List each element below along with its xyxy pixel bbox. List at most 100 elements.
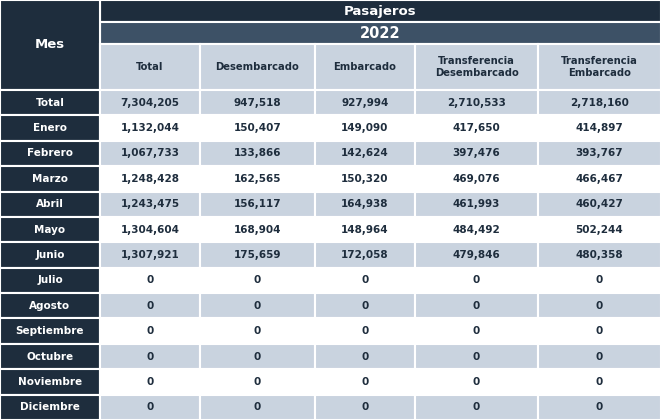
Text: Total: Total <box>36 98 64 108</box>
Text: Mayo: Mayo <box>34 225 65 235</box>
Bar <box>538 217 661 242</box>
Text: Abril: Abril <box>36 199 64 209</box>
Text: 502,244: 502,244 <box>576 225 623 235</box>
Bar <box>315 318 415 344</box>
Bar <box>100 293 200 318</box>
Text: 0: 0 <box>254 276 261 285</box>
Text: 0: 0 <box>146 402 153 412</box>
Bar <box>415 268 538 293</box>
Bar <box>200 192 315 217</box>
Bar <box>415 369 538 395</box>
Text: 0: 0 <box>596 301 603 311</box>
Bar <box>315 395 415 420</box>
Bar <box>315 268 415 293</box>
Text: Embarcado: Embarcado <box>334 62 397 72</box>
Text: 414,897: 414,897 <box>576 123 623 133</box>
Bar <box>315 166 415 192</box>
Text: 0: 0 <box>362 377 369 387</box>
Text: 142,624: 142,624 <box>341 148 389 158</box>
Text: 393,767: 393,767 <box>576 148 623 158</box>
Bar <box>200 141 315 166</box>
Text: 156,117: 156,117 <box>234 199 282 209</box>
Text: 0: 0 <box>473 301 480 311</box>
Bar <box>415 344 538 369</box>
Bar <box>100 242 200 268</box>
Bar <box>315 217 415 242</box>
Text: 0: 0 <box>596 377 603 387</box>
Bar <box>100 318 200 344</box>
Bar <box>200 344 315 369</box>
Text: 0: 0 <box>596 326 603 336</box>
Bar <box>415 44 538 90</box>
Bar <box>415 217 538 242</box>
Text: 927,994: 927,994 <box>341 98 389 108</box>
Text: 2,718,160: 2,718,160 <box>570 98 629 108</box>
Text: 164,938: 164,938 <box>341 199 389 209</box>
Text: 149,090: 149,090 <box>341 123 389 133</box>
Bar <box>100 90 200 116</box>
Text: 0: 0 <box>596 276 603 285</box>
Bar <box>415 166 538 192</box>
Text: 0: 0 <box>362 301 369 311</box>
Bar <box>0 369 100 395</box>
Bar <box>0 90 100 116</box>
Text: Febrero: Febrero <box>27 148 73 158</box>
Text: 469,076: 469,076 <box>453 174 500 184</box>
Text: 2022: 2022 <box>360 26 401 40</box>
Text: 0: 0 <box>146 276 153 285</box>
Bar <box>415 141 538 166</box>
Text: 947,518: 947,518 <box>234 98 282 108</box>
Bar <box>538 395 661 420</box>
Bar <box>200 242 315 268</box>
Bar <box>0 0 100 90</box>
Bar <box>100 369 200 395</box>
Bar <box>315 344 415 369</box>
Bar <box>538 90 661 116</box>
Text: 1,067,733: 1,067,733 <box>120 148 180 158</box>
Text: 2,710,533: 2,710,533 <box>447 98 506 108</box>
Text: Mes: Mes <box>35 39 65 52</box>
Text: Octubre: Octubre <box>26 352 73 362</box>
Bar <box>538 166 661 192</box>
Text: 0: 0 <box>473 276 480 285</box>
Text: 480,358: 480,358 <box>576 250 623 260</box>
Bar <box>200 293 315 318</box>
Bar <box>415 293 538 318</box>
Text: 397,476: 397,476 <box>453 148 500 158</box>
Bar <box>538 141 661 166</box>
Bar <box>100 166 200 192</box>
Text: 168,904: 168,904 <box>234 225 281 235</box>
Text: 0: 0 <box>146 301 153 311</box>
Bar <box>538 192 661 217</box>
Text: Noviembre: Noviembre <box>18 377 82 387</box>
Text: 175,659: 175,659 <box>234 250 281 260</box>
Text: 417,650: 417,650 <box>453 123 500 133</box>
Bar <box>0 344 100 369</box>
Text: Agosto: Agosto <box>30 301 71 311</box>
Text: 0: 0 <box>473 402 480 412</box>
Bar <box>200 166 315 192</box>
Text: Marzo: Marzo <box>32 174 68 184</box>
Text: 148,964: 148,964 <box>341 225 389 235</box>
Bar <box>0 166 100 192</box>
Bar <box>538 44 661 90</box>
Text: 1,132,044: 1,132,044 <box>120 123 180 133</box>
Bar <box>0 116 100 141</box>
Bar <box>0 268 100 293</box>
Text: 150,407: 150,407 <box>233 123 282 133</box>
Bar <box>315 293 415 318</box>
Text: 0: 0 <box>362 402 369 412</box>
Text: Pasajeros: Pasajeros <box>344 5 417 18</box>
Text: Transferencia
Desembarcado: Transferencia Desembarcado <box>435 56 518 78</box>
Bar <box>415 242 538 268</box>
Bar <box>0 141 100 166</box>
Text: 0: 0 <box>473 326 480 336</box>
Bar <box>315 90 415 116</box>
Bar <box>315 242 415 268</box>
Bar <box>100 116 200 141</box>
Bar <box>100 22 661 44</box>
Text: 0: 0 <box>146 326 153 336</box>
Bar <box>538 116 661 141</box>
Bar <box>538 318 661 344</box>
Text: Enero: Enero <box>33 123 67 133</box>
